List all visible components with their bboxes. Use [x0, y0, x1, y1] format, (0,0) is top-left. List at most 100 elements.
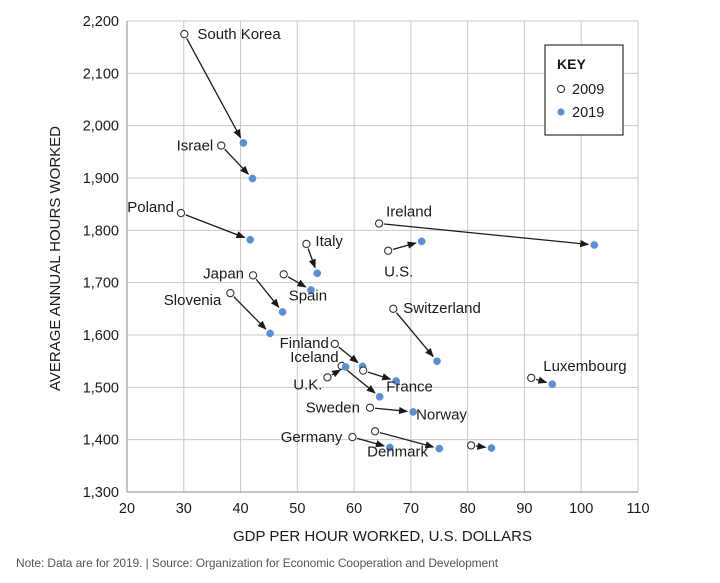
- arrow-south-korea: [186, 38, 242, 139]
- x-tick-label: 70: [403, 501, 419, 517]
- point-2009: [176, 208, 186, 218]
- point-2019: [307, 286, 315, 294]
- y-tick-label: 1,400: [83, 433, 119, 449]
- x-tick-label: 80: [460, 501, 476, 517]
- y-tick-label: 1,900: [83, 171, 119, 187]
- arrow-france: [367, 371, 392, 381]
- x-axis-label: GDP PER HOUR WORKED, U.S. DOLLARS: [233, 528, 532, 545]
- country-label: Luxembourg: [543, 358, 626, 375]
- arrow-japan: [255, 278, 280, 309]
- x-tick-label: 100: [569, 501, 593, 517]
- point-2019: [548, 380, 557, 389]
- country-label: South Korea: [197, 26, 281, 43]
- y-tick-label: 1,600: [83, 328, 119, 344]
- y-axis-label: AVERAGE ANNUAL HOURS WORKED: [47, 126, 64, 391]
- arrow-spain: [287, 276, 307, 288]
- arrow-germany: [357, 437, 385, 448]
- country-label: Japan: [203, 265, 244, 282]
- y-tick-label: 2,000: [83, 119, 119, 135]
- arrow-iceland: [345, 368, 376, 394]
- point-2009: [248, 271, 258, 280]
- country-label: Poland: [127, 199, 174, 216]
- chart: 1,300 1,400 1,500 1,600 1,700 1,800 1,900 2,000…: [47, 14, 650, 545]
- point-2009: [302, 239, 311, 249]
- arrow-slovenia: [233, 296, 267, 330]
- country-label: Norway: [416, 406, 467, 423]
- arrow-sweden: [374, 406, 409, 415]
- point-2019: [246, 235, 255, 244]
- y-tick-label: 1,800: [83, 223, 119, 239]
- point-2009: [365, 403, 375, 412]
- point-2009: [359, 366, 368, 375]
- point-2009: [370, 427, 380, 436]
- country-label: Switzerland: [403, 300, 481, 317]
- country-label: Denmark: [367, 443, 428, 460]
- x-tick-label: 60: [346, 501, 362, 517]
- point-2009: [226, 288, 235, 298]
- country-label: Spain: [289, 287, 327, 304]
- point-2019: [278, 308, 287, 316]
- arrow-norway: [475, 442, 487, 450]
- x-tick-label: 40: [232, 501, 248, 517]
- y-tick-label: 1,300: [83, 485, 119, 501]
- x-tick-label: 50: [289, 501, 305, 517]
- legend-title: KEY: [557, 56, 586, 72]
- arrow-poland: [185, 214, 246, 239]
- point-2009: [279, 270, 288, 279]
- y-tick-label: 1,700: [83, 276, 119, 292]
- point-2019: [375, 392, 384, 401]
- point-2019: [409, 408, 418, 416]
- arrow-luxembourg: [535, 376, 548, 384]
- legend-label: 2019: [572, 105, 604, 121]
- y-tick-label: 1,500: [83, 380, 119, 396]
- arrow-ireland: [384, 223, 590, 248]
- point-2019: [590, 241, 599, 249]
- point-2019: [433, 357, 441, 366]
- arrow-denmark: [379, 431, 435, 449]
- source-note: Note: Data are for 2019. | Source: Organ…: [16, 556, 498, 570]
- point-2019: [313, 269, 322, 278]
- country-label: Slovenia: [164, 292, 222, 309]
- point-2019: [392, 377, 400, 385]
- point-2019: [341, 363, 350, 371]
- country-label: U.K.: [293, 376, 322, 393]
- country-label: France: [386, 379, 433, 396]
- point-2019: [266, 329, 274, 338]
- country-label: U.S.: [384, 264, 413, 281]
- arrow-u-k-: [331, 369, 342, 378]
- point-2019: [239, 139, 248, 147]
- arrow-italy: [307, 248, 316, 269]
- arrow-israel: [224, 148, 249, 175]
- country-label: Germany: [281, 429, 343, 446]
- legend-marker-2019: [557, 108, 565, 116]
- point-2009: [217, 141, 226, 150]
- arrow-u-s-: [392, 241, 417, 251]
- country-label: Sweden: [306, 400, 360, 417]
- x-tick-label: 20: [119, 501, 135, 517]
- x-tick-label: 90: [516, 501, 532, 517]
- arrow-switzerland: [395, 312, 434, 358]
- legend-marker-2009: [556, 84, 566, 94]
- y-tick-label: 2,100: [83, 66, 119, 82]
- point-2019: [487, 444, 496, 452]
- point-2009: [180, 29, 189, 39]
- point-2009: [348, 432, 357, 442]
- country-label: Italy: [315, 233, 343, 250]
- point-2009: [330, 339, 339, 349]
- country-label: Iceland: [290, 349, 338, 366]
- arrow-finland: [338, 346, 359, 364]
- country-label: Finland: [280, 335, 329, 352]
- country-label: Ireland: [386, 204, 432, 221]
- x-tick-label: 30: [176, 501, 192, 517]
- point-2019: [435, 444, 444, 453]
- point-2009: [389, 304, 398, 313]
- point-2019: [248, 174, 257, 183]
- country-label: Israel: [177, 138, 214, 155]
- point-2009: [374, 219, 384, 228]
- x-tick-label: 110: [626, 501, 649, 517]
- point-2019: [417, 237, 426, 246]
- point-2019: [386, 443, 394, 452]
- point-2009: [323, 373, 332, 382]
- point-2009: [384, 246, 393, 255]
- y-tick-label: 2,200: [83, 14, 119, 30]
